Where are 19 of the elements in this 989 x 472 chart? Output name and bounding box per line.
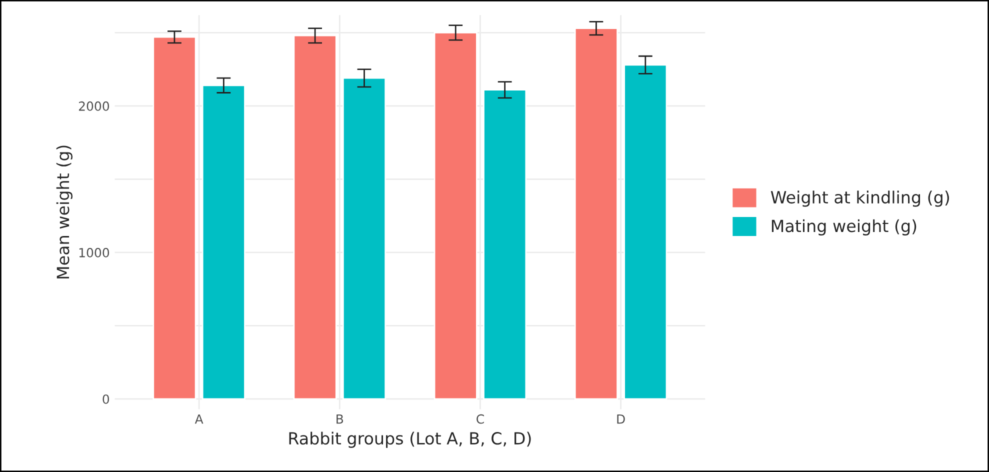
x-axis-title: Rabbit groups (Lot A, B, C, D) [289, 432, 531, 448]
x-tick-label: B [336, 414, 344, 424]
bar [624, 64, 668, 400]
y-tick-label: 0 [102, 394, 110, 404]
bar [202, 84, 246, 400]
y-axis-title: Mean weight (g) [56, 146, 72, 278]
y-tick-label: 2000 [78, 101, 110, 111]
bar [434, 32, 478, 400]
bar [483, 89, 527, 400]
bar [342, 77, 386, 400]
x-tick-label: D [617, 414, 625, 424]
bar [574, 28, 618, 400]
y-tick-label: 1000 [79, 248, 110, 258]
bar [152, 36, 196, 400]
x-tick-label: C [476, 414, 484, 424]
legend-label: Mating weight (g) [772, 219, 916, 236]
legend-label: Weight at kindling (g) [770, 190, 949, 207]
x-tick-label: A [194, 414, 204, 424]
bar [293, 34, 337, 400]
